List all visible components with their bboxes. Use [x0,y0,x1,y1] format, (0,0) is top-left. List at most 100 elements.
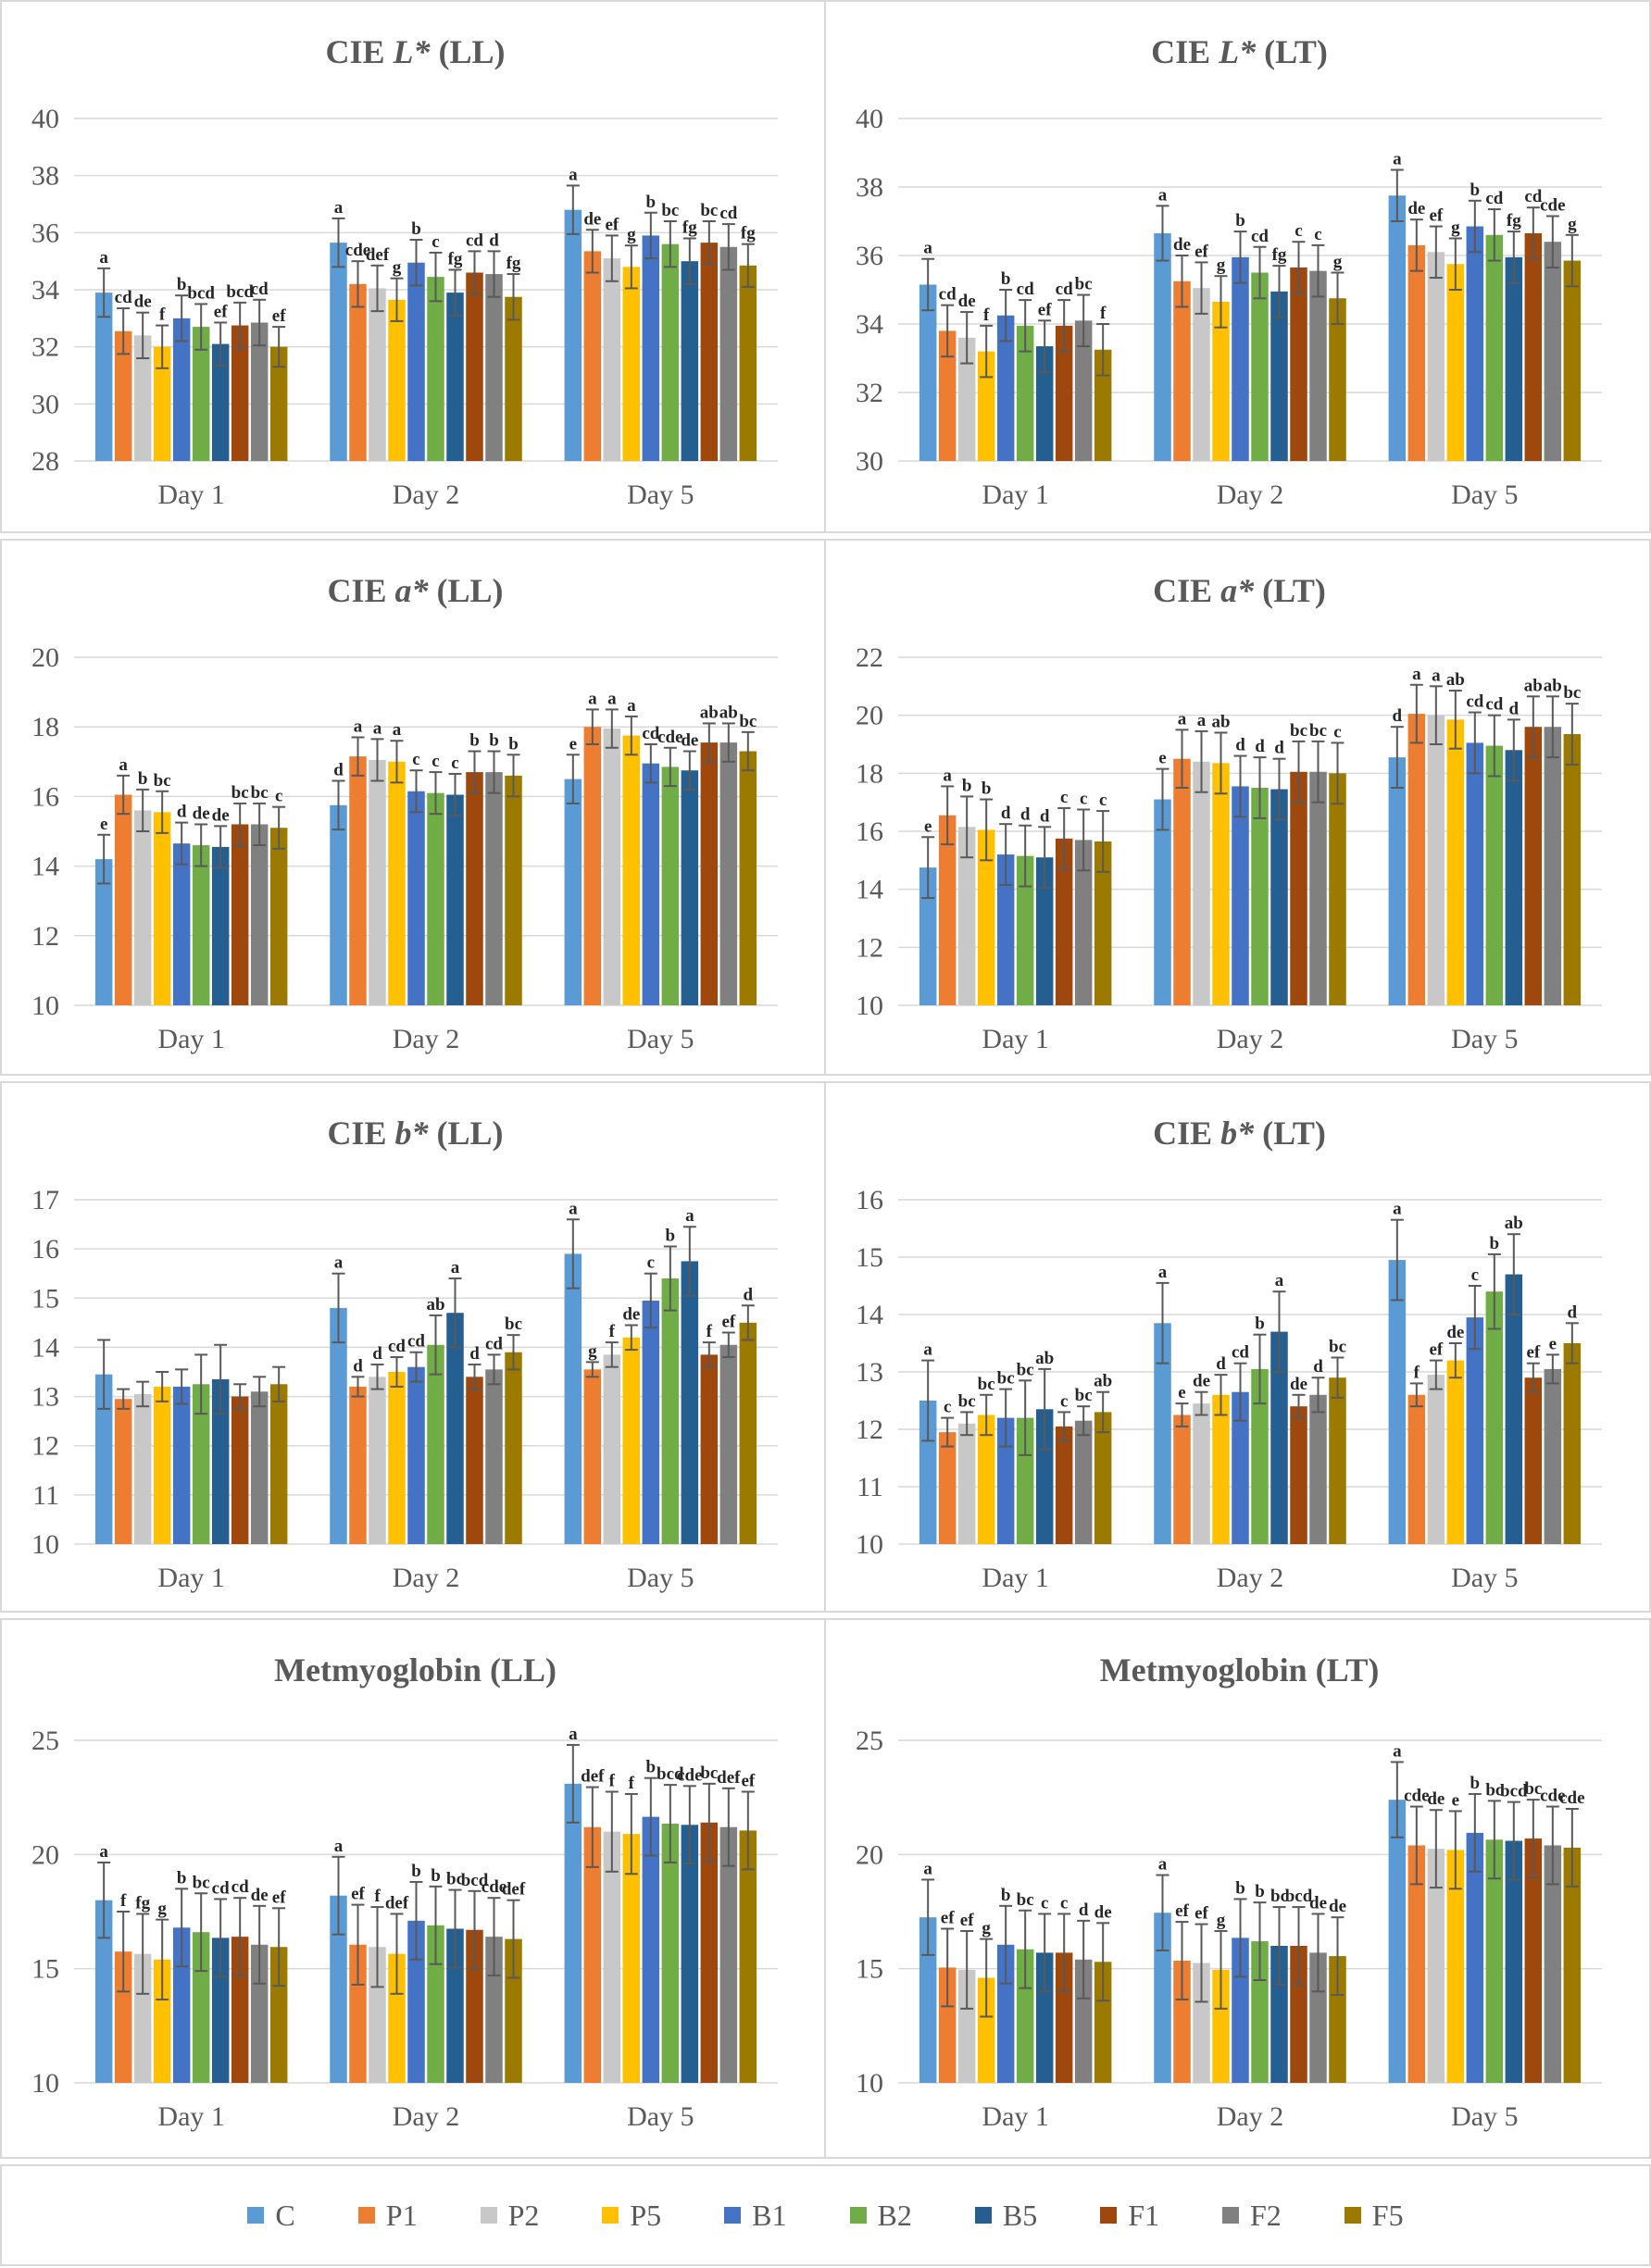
x-category-label: Day 5 [1451,1563,1518,1593]
significance-label: d [744,1285,754,1304]
chart-title-prefix: CIE [325,33,393,70]
bar-F2 [719,246,738,461]
significance-label: c [275,787,282,806]
bar-B2 [427,792,444,1005]
significance-label: a [451,1258,460,1277]
significance-label: de [958,292,976,311]
bar-B2 [192,327,210,461]
bar-F1 [1055,1952,1073,2083]
chart-panel: CIE a* (LT) 10 12 14 16 18 20 22 e a b b d d d c c c Day 1… [824,539,1651,1076]
legend-label: B5 [1002,2198,1038,2232]
legend-item-B5: B5 [974,2198,1038,2233]
chart-title-suffix: Metmyoglobin (LT) [1100,1651,1380,1689]
legend-label: P1 [385,2198,418,2232]
legend-row: C P1 P2 P5 B1 B2 B5 F1 F2 F5 [2,2166,1649,2264]
bar-P1 [1407,1845,1426,2083]
y-tick-label: 16 [856,816,883,847]
significance-label: fg [741,224,756,243]
significance-label: ef [214,302,228,321]
significance-label: bc [251,783,269,803]
x-category-label: Day 1 [982,2101,1048,2132]
bar-F5 [269,346,288,461]
chart-title: CIE a* (LT) [1153,572,1326,609]
bar-B1 [642,763,660,1005]
significance-label: b [962,776,972,795]
significance-label: a [1393,1200,1402,1219]
bar-C [564,779,582,1005]
bar-B1 [407,1920,425,2083]
bar-P1 [583,1826,602,2083]
significance-label: ef [1429,1340,1443,1360]
chart-panel: CIE b* (LT) 10 11 12 13 14 15 16 a c bc bc bc bc ab c bc… [824,1081,1651,1613]
bar-C [919,284,937,461]
bar-F5 [739,751,757,1005]
legend-label: F1 [1128,2198,1159,2232]
significance-label: a [334,198,344,218]
bar-P5 [1212,1969,1230,2083]
significance-label: b [1235,211,1245,231]
bar-F1 [466,1377,483,1544]
bar-F2 [1544,242,1562,461]
bar-F5 [269,1384,288,1544]
legend-item-P2: P2 [480,2199,539,2233]
significance-label: g [1217,1911,1226,1930]
significance-label: bc [739,712,757,731]
bar-C [564,209,582,461]
chart-title-variable: a* [395,572,430,609]
significance-label: b [646,193,657,212]
significance-label: a [373,718,382,738]
y-tick-label: 18 [31,712,59,742]
significance-label: bc [1309,721,1327,741]
significance-label: ab [1544,676,1562,695]
bar-P2 [1427,252,1445,461]
legend-swatch [849,2207,867,2224]
bar-B5 [1505,1840,1523,2083]
significance-label: de [1309,1893,1327,1913]
bar-P2 [603,1831,621,2083]
significance-label: ef [1526,1343,1540,1363]
bar-B1 [172,1386,191,1544]
bar-P2 [603,1354,621,1544]
bar-P2 [1193,761,1210,1005]
bar-P5 [1446,264,1465,461]
y-tick-label: 10 [856,991,883,1021]
significance-label: b [431,1866,441,1886]
significance-label: f [374,1887,381,1906]
bar-F5 [505,775,522,1005]
significance-label: a [923,1340,932,1360]
bar-B1 [407,791,425,1005]
y-tick-label: 15 [856,1954,883,1985]
chart-title-suffix: (LL) [429,572,504,609]
bar-P5 [622,1834,641,2083]
significance-label: de [1446,1323,1464,1342]
bar-F5 [1094,1412,1112,1544]
significance-label: a [588,689,597,708]
chart-title-suffix: (LT) [1254,1115,1326,1152]
bar-P1 [1173,280,1191,461]
chart-panel: CIE b* (LL) 10 11 12 13 14 15 16 17 Day 1 a d d cd cd a… [0,1081,827,1613]
significance-label: de [1427,1789,1445,1809]
legend-swatch [1344,2207,1361,2224]
y-tick-label: 15 [31,1283,59,1314]
significance-label: b [1470,1774,1481,1793]
bar-B1 [1232,786,1249,1005]
bar-C [564,1253,582,1544]
significance-label: b [469,731,480,751]
bar-F2 [1544,1368,1562,1544]
legend-item-C: C [247,2199,295,2233]
bar-P2 [369,759,386,1005]
significance-label: f [1100,304,1107,323]
significance-label: a [607,689,617,708]
bar-C [1388,195,1407,461]
bar-F1 [700,742,719,1005]
bar-B2 [1251,272,1269,461]
significance-label: e [1178,1383,1185,1402]
significance-label: cd [1466,692,1483,712]
y-tick-label: 38 [31,161,59,192]
bar-B1 [1466,226,1484,461]
bar-F1 [700,1354,719,1544]
significance-label: de [583,209,601,229]
bar-C [1388,1800,1407,2083]
bar-B1 [172,318,191,461]
